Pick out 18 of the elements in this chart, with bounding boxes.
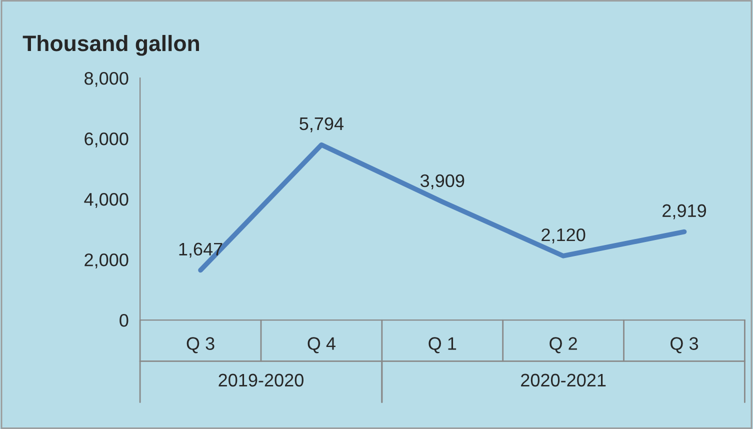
text: 2019-2020	[218, 374, 304, 387]
data-label: 1,647	[179, 242, 222, 258]
data-label: 2,120	[542, 228, 586, 244]
text: 2020-2021	[521, 374, 606, 387]
data-label: 3,909	[420, 174, 464, 190]
y-axis-title: Thousand gallon	[22, 34, 199, 56]
y-tick-label: 8,000	[84, 72, 128, 87]
data-label: 5,794	[300, 117, 344, 132]
y-tick-label: 2,000	[84, 253, 128, 268]
x-tick-label: Q 4	[308, 337, 336, 354]
y-tick-label: 6,000	[84, 132, 128, 148]
y-tick-label: 4,000	[84, 192, 128, 208]
x-tick-label: Q 3	[670, 337, 698, 354]
x-tick-label: Q 3	[186, 337, 214, 354]
y-tick-label: 0	[120, 314, 128, 327]
data-label: 2,919	[662, 204, 706, 220]
x-tick-label: Q 1	[428, 337, 456, 354]
x-tick-label: Q 2	[550, 337, 577, 354]
